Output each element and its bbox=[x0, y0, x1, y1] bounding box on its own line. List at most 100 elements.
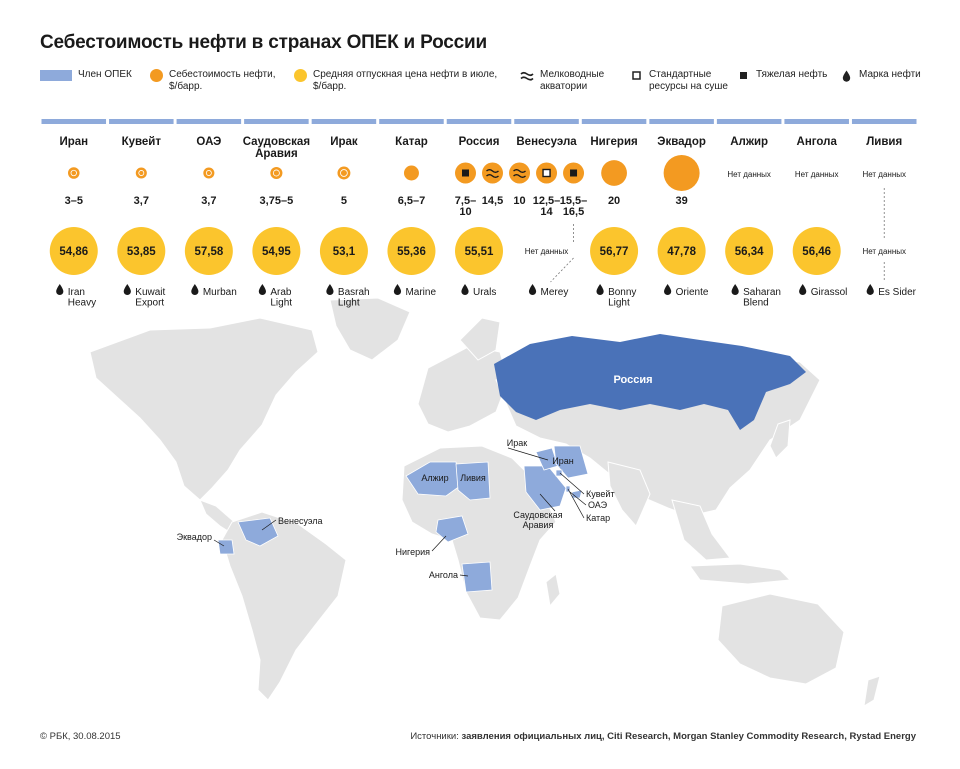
country-column-оаэ: ОАЭ 3,7 57,58 Murban bbox=[176, 119, 242, 298]
country-name: Саудовская Аравия bbox=[243, 136, 310, 160]
price-bubble bbox=[252, 227, 301, 275]
oil-brand-label: Merey bbox=[541, 287, 569, 298]
cost-value-label: 20 bbox=[608, 195, 620, 207]
venezuela-connector bbox=[550, 257, 574, 283]
oil-brand-label: Bonny Light bbox=[608, 287, 636, 309]
column-header-bar bbox=[716, 119, 782, 124]
legend-price-label: Средняя отпускная цена нефти в июле, $/б… bbox=[313, 69, 498, 92]
country-table: Иран 3–5 54,86 Iran Heavy Кувейт 3,7 53,85 Kuwai… bbox=[41, 119, 917, 309]
price-bubble bbox=[49, 227, 98, 275]
page-title: Себестоимость нефти в странах ОПЕК и Рос… bbox=[40, 32, 487, 53]
price-value-label: 56,77 bbox=[600, 246, 629, 258]
india-landmass bbox=[607, 461, 651, 527]
map-label-иран: Иран bbox=[552, 456, 573, 466]
price-value-label: 53,85 bbox=[127, 246, 156, 258]
cost-value-label: 10 bbox=[513, 195, 525, 207]
country-name: Иран bbox=[59, 136, 88, 148]
cost-bubble bbox=[270, 166, 283, 180]
shallow-water-icon bbox=[486, 169, 499, 178]
oil-drop-icon bbox=[393, 284, 402, 295]
oil-drop-icon bbox=[123, 284, 131, 295]
oil-drop-icon bbox=[191, 284, 199, 295]
country-name: Эквадор bbox=[657, 136, 706, 148]
price-value-label: 57,58 bbox=[194, 246, 223, 258]
indonesia-landmass bbox=[689, 563, 792, 585]
cost-value-label: 7,5– 10 bbox=[455, 195, 476, 218]
legend-shallow: Мелководные акватории bbox=[520, 69, 604, 93]
legend-opec: Член ОПЕК bbox=[40, 69, 132, 81]
price-bubble bbox=[117, 227, 166, 275]
column-header-bar bbox=[176, 119, 242, 124]
country-name: Венесуэла bbox=[516, 136, 577, 148]
country-column-ливия: Ливия Нет данных Нет данных Es Sider bbox=[851, 119, 917, 298]
column-header-bar bbox=[649, 119, 714, 124]
map-label-алжир: Алжир bbox=[421, 473, 448, 483]
column-header-bar bbox=[514, 119, 579, 124]
oil-drop-icon bbox=[596, 284, 604, 295]
oil-drop-icon bbox=[866, 284, 874, 295]
price-bubble bbox=[319, 227, 368, 275]
column-header-bar bbox=[244, 119, 309, 124]
map-label-венесуэла: Венесуэла bbox=[278, 516, 323, 526]
country-column-саудовская-аравия: Саудовская Аравия 3,75–5 54,95 Arab Light bbox=[243, 119, 310, 309]
price-no-data-label: Нет данных bbox=[862, 247, 906, 256]
north-america-landmass bbox=[89, 317, 319, 501]
legend-shallow-label: Мелководные акватории bbox=[540, 69, 605, 92]
oil-brand-label: Kuwait Export bbox=[135, 287, 165, 309]
oil-brand-label: Arab Light bbox=[270, 287, 292, 309]
column-header-bar bbox=[784, 119, 849, 124]
price-bubble bbox=[792, 227, 841, 275]
price-dot-icon bbox=[294, 69, 307, 82]
cost-dot-icon bbox=[150, 69, 163, 82]
country-name: Ливия bbox=[866, 136, 902, 148]
oil-drop-icon bbox=[258, 284, 266, 295]
ecuador-region bbox=[217, 539, 235, 555]
column-header-bar bbox=[581, 119, 647, 124]
cost-bubble bbox=[135, 167, 147, 179]
country-column-нигерия: Нигерия 20 56,77 Bonny Light bbox=[581, 119, 647, 309]
libya-region bbox=[455, 461, 491, 501]
legend: Член ОПЕК Себестоимость нефти, $/барр. С… bbox=[0, 69, 960, 99]
sources-text: заявления официальных лиц, Citi Research… bbox=[461, 731, 917, 742]
country-name: Алжир bbox=[730, 136, 768, 148]
russia-region bbox=[494, 334, 806, 430]
oil-brand-label: Es Sider bbox=[878, 287, 916, 298]
cost-bubble bbox=[509, 162, 531, 184]
cost-bubble-ring bbox=[205, 170, 212, 176]
column-header-bar bbox=[109, 119, 174, 124]
angola-region bbox=[461, 561, 493, 593]
price-bubble bbox=[590, 227, 639, 275]
country-name: Россия bbox=[459, 136, 500, 148]
oil-drop-icon bbox=[326, 284, 334, 295]
oil-brand-label: Oriente bbox=[676, 287, 709, 298]
cost-value-label: 6,5–7 bbox=[398, 195, 426, 207]
legend-heavy: Тяжелая нефть bbox=[736, 69, 827, 82]
country-name: Кувейт bbox=[122, 136, 162, 148]
price-value-label: 56,34 bbox=[735, 246, 764, 258]
country-column-катар: Катар 6,5–7 55,36 Marine bbox=[379, 119, 444, 298]
southeast-asia-landmass bbox=[671, 499, 731, 561]
legend-heavy-label: Тяжелая нефть bbox=[756, 69, 828, 80]
map-leader-line bbox=[507, 447, 549, 461]
oil-drop-icon bbox=[839, 69, 853, 82]
map-label-эквадор: Эквадор bbox=[177, 532, 212, 542]
cost-bubble-ring bbox=[70, 169, 77, 177]
oil-drop-icon bbox=[461, 284, 469, 295]
legend-cost: Себестоимость нефти, $/барр. bbox=[150, 69, 276, 93]
country-name: Ирак bbox=[330, 136, 358, 148]
country-column-алжир: Алжир Нет данных 56,34 Saharan Blend bbox=[716, 119, 782, 309]
map-label-россия: Россия bbox=[613, 374, 652, 386]
map-leader-line bbox=[459, 574, 469, 577]
map-leader-line bbox=[539, 493, 556, 512]
iran-region bbox=[553, 445, 589, 479]
oil-brand-label: Basrah Light bbox=[338, 287, 370, 309]
cost-no-data-label: Нет данных bbox=[727, 170, 771, 179]
cost-value-label: 3,75–5 bbox=[260, 195, 294, 207]
filled-square-icon bbox=[736, 69, 750, 82]
cost-value-label: 5 bbox=[341, 195, 347, 207]
map-leader-line bbox=[431, 535, 447, 552]
opec-swatch bbox=[40, 70, 72, 81]
country-name: Нигерия bbox=[590, 136, 637, 148]
greenland-landmass bbox=[329, 297, 411, 361]
